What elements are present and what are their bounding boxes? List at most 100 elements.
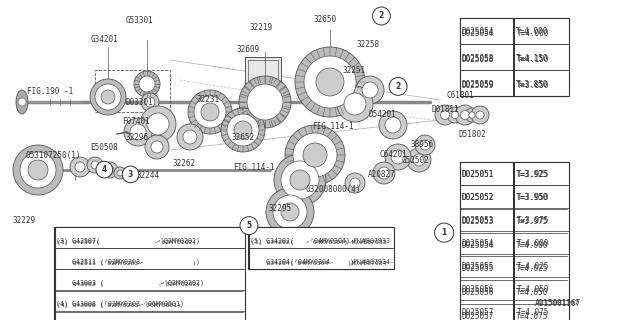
Ellipse shape bbox=[378, 167, 390, 179]
Ellipse shape bbox=[28, 160, 48, 180]
Ellipse shape bbox=[420, 140, 430, 150]
Ellipse shape bbox=[385, 117, 401, 133]
Ellipse shape bbox=[134, 71, 160, 97]
Text: T=4.000: T=4.000 bbox=[517, 239, 549, 248]
Text: G34201: G34201 bbox=[90, 36, 118, 44]
Text: C61801: C61801 bbox=[447, 92, 475, 100]
Text: D025057: D025057 bbox=[461, 312, 494, 320]
Text: D03301: D03301 bbox=[125, 98, 154, 107]
Ellipse shape bbox=[239, 76, 291, 128]
Text: D025053: D025053 bbox=[461, 217, 494, 226]
Text: D025058: D025058 bbox=[462, 54, 494, 63]
Circle shape bbox=[372, 7, 390, 25]
Ellipse shape bbox=[316, 68, 344, 96]
Text: T=3.925: T=3.925 bbox=[517, 170, 549, 179]
Text: (3) G42507(              -'02MY0202): (3) G42507( -'02MY0202) bbox=[57, 240, 196, 245]
Bar bbox=[55, 269, 245, 290]
Bar bbox=[54, 227, 243, 248]
Ellipse shape bbox=[290, 170, 310, 190]
Bar bbox=[54, 269, 243, 291]
Circle shape bbox=[18, 98, 26, 106]
Ellipse shape bbox=[87, 157, 103, 173]
Text: D025059: D025059 bbox=[462, 81, 494, 90]
Ellipse shape bbox=[13, 145, 63, 195]
Text: 32296: 32296 bbox=[125, 133, 148, 142]
Text: D025053: D025053 bbox=[462, 216, 494, 225]
Text: G43003 (              -'02MY0202): G43003 ( -'02MY0202) bbox=[57, 282, 200, 287]
Text: C64201: C64201 bbox=[380, 150, 408, 159]
Text: D025051: D025051 bbox=[461, 170, 494, 179]
Text: G53301: G53301 bbox=[125, 16, 154, 25]
Bar bbox=[245, 57, 281, 87]
Text: 32244: 32244 bbox=[137, 172, 160, 180]
Text: F07401: F07401 bbox=[122, 117, 150, 126]
Text: (5) G34202(   -'04MY0304)-M/#807933: (5) G34202( -'04MY0304)-M/#807933 bbox=[250, 237, 390, 244]
Text: 38956: 38956 bbox=[410, 140, 433, 149]
Text: D01811: D01811 bbox=[431, 105, 460, 114]
Text: T=3.950: T=3.950 bbox=[517, 193, 549, 202]
Text: 32650: 32650 bbox=[314, 15, 337, 24]
Text: 32295: 32295 bbox=[269, 204, 292, 213]
Text: D025059: D025059 bbox=[461, 80, 494, 89]
Text: (5) G34202(   -'04MY0304)-M/#807933: (5) G34202( -'04MY0304)-M/#807933 bbox=[251, 240, 387, 245]
Text: T=4.000: T=4.000 bbox=[516, 28, 548, 36]
Bar bbox=[55, 227, 245, 248]
Text: T=4.025: T=4.025 bbox=[517, 262, 549, 271]
Ellipse shape bbox=[194, 96, 226, 128]
Text: D025054: D025054 bbox=[461, 241, 494, 250]
Bar bbox=[95, 70, 170, 112]
Ellipse shape bbox=[139, 76, 155, 92]
Ellipse shape bbox=[124, 118, 152, 146]
Ellipse shape bbox=[344, 93, 366, 115]
Text: 4: 4 bbox=[102, 165, 107, 174]
Ellipse shape bbox=[476, 111, 484, 119]
Text: 32258: 32258 bbox=[356, 40, 380, 49]
Text: T=3.975: T=3.975 bbox=[516, 217, 548, 226]
Ellipse shape bbox=[350, 178, 360, 188]
Ellipse shape bbox=[106, 166, 114, 174]
Ellipse shape bbox=[461, 110, 470, 119]
Ellipse shape bbox=[70, 157, 90, 177]
Text: D51802: D51802 bbox=[458, 130, 486, 139]
Text: 5: 5 bbox=[246, 221, 252, 230]
Ellipse shape bbox=[440, 110, 449, 119]
Ellipse shape bbox=[379, 111, 407, 139]
Ellipse shape bbox=[177, 124, 203, 150]
Ellipse shape bbox=[304, 56, 356, 108]
Text: D025056: D025056 bbox=[461, 288, 494, 297]
Ellipse shape bbox=[183, 130, 197, 144]
Text: 32251: 32251 bbox=[342, 66, 365, 75]
Ellipse shape bbox=[141, 93, 159, 111]
Text: D025055: D025055 bbox=[461, 264, 494, 273]
Ellipse shape bbox=[145, 97, 155, 107]
Ellipse shape bbox=[337, 86, 373, 122]
Ellipse shape bbox=[274, 154, 326, 206]
Text: 32231: 32231 bbox=[196, 95, 220, 104]
Text: G34204('04MY0304-    )M/#807934-: G34204('04MY0304- )M/#807934- bbox=[250, 259, 394, 265]
Text: 3: 3 bbox=[128, 170, 133, 179]
Bar bbox=[55, 227, 245, 320]
Circle shape bbox=[389, 77, 407, 95]
Text: G42511 ('02MY0203-             ): G42511 ('02MY0203- ) bbox=[56, 259, 200, 265]
Ellipse shape bbox=[293, 133, 337, 177]
Ellipse shape bbox=[455, 105, 475, 125]
Ellipse shape bbox=[281, 203, 299, 221]
Ellipse shape bbox=[385, 144, 411, 170]
Text: D025052: D025052 bbox=[462, 193, 494, 202]
Ellipse shape bbox=[465, 108, 479, 122]
Text: (4) G43008 ('02MY0203-'06MY0601): (4) G43008 ('02MY0203-'06MY0601) bbox=[57, 303, 181, 308]
Text: D025054: D025054 bbox=[462, 239, 494, 248]
Ellipse shape bbox=[201, 103, 219, 121]
Text: D025052: D025052 bbox=[461, 193, 494, 202]
Ellipse shape bbox=[413, 154, 425, 166]
Text: FIG.114-1: FIG.114-1 bbox=[233, 164, 275, 172]
Text: G34204('04MY0304-    )M/#807934-: G34204('04MY0304- )M/#807934- bbox=[251, 261, 390, 266]
Text: 2: 2 bbox=[379, 12, 384, 20]
Text: T=4.025: T=4.025 bbox=[516, 264, 548, 273]
Text: 1: 1 bbox=[442, 228, 447, 237]
Ellipse shape bbox=[451, 111, 459, 119]
Ellipse shape bbox=[95, 84, 121, 110]
Text: 32609: 32609 bbox=[237, 45, 260, 54]
Text: A20827: A20827 bbox=[367, 170, 396, 179]
Ellipse shape bbox=[362, 82, 378, 98]
